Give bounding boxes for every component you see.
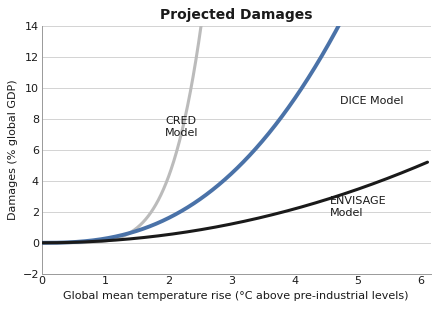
Text: DICE Model: DICE Model	[339, 95, 403, 105]
Y-axis label: Damages (% global GDP): Damages (% global GDP)	[8, 80, 18, 220]
Title: Projected Damages: Projected Damages	[159, 8, 312, 22]
Text: CRED
Model: CRED Model	[165, 116, 198, 138]
X-axis label: Global mean temperature rise (°C above pre-industrial levels): Global mean temperature rise (°C above p…	[64, 291, 408, 301]
Text: ENVISAGE
Model: ENVISAGE Model	[329, 197, 385, 218]
